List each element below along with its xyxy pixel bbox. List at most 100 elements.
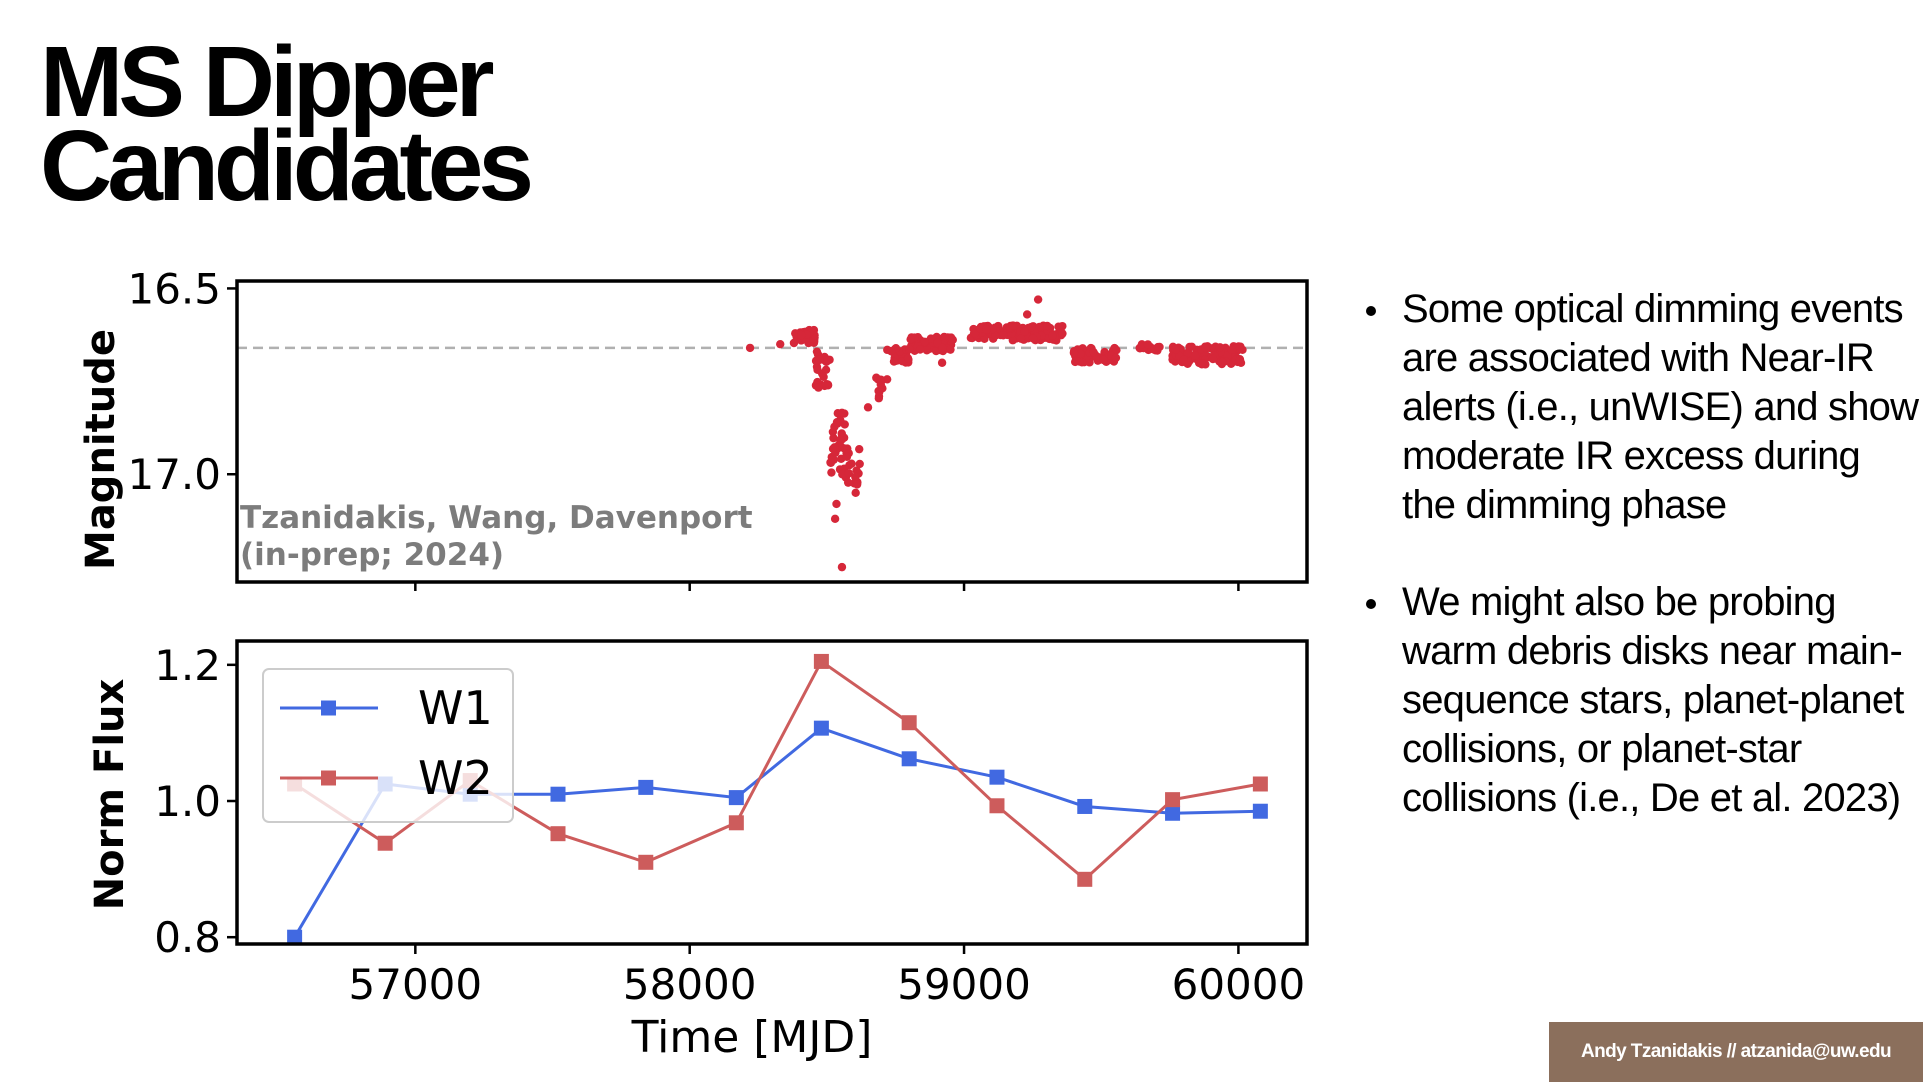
w1-marker	[1252, 803, 1268, 819]
optical-point	[826, 458, 836, 467]
optical-point	[855, 459, 864, 469]
optical-point	[843, 478, 853, 487]
w2-marker	[989, 798, 1005, 814]
optical-point	[1008, 321, 1018, 330]
optical-points	[745, 295, 1247, 572]
title-line-1: MS Dipper	[40, 26, 494, 138]
optical-point	[837, 562, 847, 572]
legend-w1-marker	[321, 700, 336, 716]
optical-point	[827, 468, 836, 477]
optical-point	[922, 346, 932, 355]
x-tick-label: 60000	[1172, 960, 1306, 1009]
optical-point	[882, 375, 892, 384]
optical-point	[830, 422, 839, 432]
optical-point	[970, 329, 980, 338]
citation-line-2: (in-prep; 2024)	[240, 537, 504, 573]
optical-point	[999, 331, 1008, 340]
x-tick-label: 58000	[623, 960, 757, 1009]
optical-point	[821, 365, 831, 374]
optical-point	[832, 499, 841, 509]
top-y-axis-label: Magnitude	[78, 329, 124, 570]
optical-point	[937, 358, 947, 367]
x-tick-label: 57000	[349, 960, 483, 1009]
optical-point	[1143, 340, 1153, 349]
w1-marker	[550, 786, 566, 802]
optical-point	[1235, 344, 1245, 354]
optical-point	[948, 335, 957, 344]
optical-point	[938, 343, 947, 353]
optical-point	[1111, 353, 1121, 362]
w1-marker	[638, 779, 654, 795]
optical-point	[874, 391, 884, 401]
optical-point	[889, 357, 899, 366]
optical-point	[838, 470, 847, 479]
optical-point	[1208, 354, 1218, 364]
optical-point	[815, 355, 824, 365]
w1-marker	[989, 769, 1005, 785]
optical-point	[855, 444, 864, 454]
optical-point	[1137, 340, 1147, 349]
optical-point	[1218, 357, 1227, 367]
optical-point	[819, 372, 828, 382]
optical-point	[1008, 336, 1018, 345]
w1-marker	[728, 790, 744, 806]
optical-point	[1075, 357, 1084, 366]
optical-point	[830, 443, 839, 452]
bottom-x-ticks: 57000 58000 59000 60000	[349, 944, 1306, 1009]
citation-line-1: Tzanidakis, Wang, Davenport	[240, 500, 753, 536]
optical-point	[1076, 349, 1085, 359]
optical-point	[1227, 345, 1237, 355]
optical-point	[1043, 321, 1052, 331]
magnitude-light-curve: 16.5 17.0 Magnitude Tzanidakis, Wang, Dav…	[78, 264, 1309, 591]
w2-marker	[901, 715, 917, 731]
optical-point	[886, 346, 896, 356]
optical-point	[1058, 329, 1067, 338]
optical-point	[1235, 354, 1245, 364]
optical-point	[926, 334, 936, 343]
top-y-ticks: 16.5 17.0	[127, 264, 237, 499]
optical-point	[1112, 345, 1121, 355]
bullet-item: We might also be probing warm debris dis…	[1360, 578, 1920, 823]
optical-point	[837, 408, 847, 418]
optical-point	[1048, 331, 1057, 340]
optical-point	[1171, 345, 1180, 354]
w2-marker	[377, 835, 393, 851]
w2-marker	[550, 826, 566, 842]
optical-point	[797, 330, 806, 340]
x-tick-label: 59000	[897, 960, 1031, 1009]
w1-marker	[1165, 805, 1181, 821]
y-tick-label: 17.0	[127, 450, 221, 499]
author-badge: Andy Tzanidakis // atzanida@uw.edu	[1549, 1022, 1923, 1082]
optical-point	[842, 452, 852, 461]
optical-point	[988, 325, 997, 334]
optical-point	[1099, 355, 1108, 365]
optical-point	[1190, 351, 1200, 361]
w1-marker	[287, 929, 303, 945]
optical-point	[905, 344, 914, 354]
optical-point	[852, 466, 861, 475]
w1-marker	[813, 720, 829, 736]
w2-marker	[728, 815, 744, 831]
optical-point	[1179, 355, 1189, 364]
bullet-item: Some optical dimming events are associat…	[1360, 285, 1920, 530]
optical-point	[863, 403, 873, 412]
optical-point	[836, 435, 845, 444]
w1-marker	[1077, 798, 1093, 814]
w2-marker	[638, 854, 654, 870]
optical-point	[812, 347, 822, 356]
x-axis-label: Time [MJD]	[631, 1012, 873, 1063]
title-line-2: Candidates	[40, 110, 534, 222]
optical-point	[844, 469, 854, 478]
optical-point	[829, 433, 838, 443]
optical-point	[1215, 343, 1225, 352]
optical-point	[903, 354, 913, 363]
norm-flux-chart: 0.8 1.0 1.2 57000 58000 59000 60000 Norm Flux…	[87, 639, 1309, 1063]
optical-point	[939, 332, 949, 342]
optical-point	[852, 480, 862, 489]
optical-point	[946, 345, 955, 354]
w2-marker	[1165, 792, 1181, 808]
optical-point	[1033, 295, 1043, 304]
optical-point	[851, 472, 860, 482]
